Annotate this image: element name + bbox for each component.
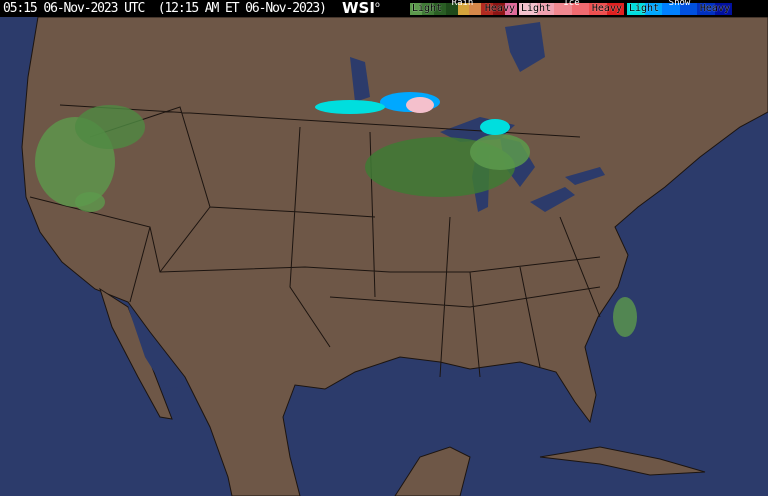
legend-snow: Snow Light Heavy	[627, 0, 732, 15]
legend-swatch	[662, 3, 680, 15]
gulf-of-california	[128, 307, 178, 389]
legend-swatch	[644, 3, 662, 15]
legend-swatch	[445, 3, 458, 15]
legend-title: Rain	[451, 0, 474, 8]
legend-swatch	[481, 3, 494, 15]
state-borders	[29, 104, 601, 378]
legend-swatch	[421, 3, 434, 15]
legend-swatch	[505, 3, 518, 15]
legend-swatch	[571, 3, 589, 15]
logo-text: WSI	[342, 0, 375, 17]
precipitation	[35, 92, 637, 337]
legend-swatch	[410, 3, 422, 15]
legend-light-label: Light	[629, 3, 660, 14]
legend-swatch	[714, 3, 732, 15]
legend-swatch	[433, 3, 446, 15]
legend-swatch	[697, 3, 715, 15]
legend-rain: Rain Light Heavy	[410, 0, 518, 15]
yucatan	[394, 446, 471, 496]
cuba	[539, 446, 706, 476]
legend-swatch	[457, 3, 470, 15]
legend-swatch	[606, 3, 624, 15]
legend-heavy-label: Heavy	[699, 3, 730, 14]
legend-swatch	[493, 3, 506, 15]
legend-title: Snow	[668, 0, 691, 8]
timestamp: 05:15 06-Nov-2023 UTC (12:15 AM ET 06-No…	[3, 1, 327, 16]
wsi-logo: WSIo	[342, 0, 380, 17]
legend-title: Ice	[563, 0, 580, 8]
legend-swatch	[519, 3, 537, 15]
legend-swatch	[536, 3, 554, 15]
legend-swatch	[469, 3, 482, 15]
legend-swatch	[554, 3, 572, 15]
header-bar: 05:15 06-Nov-2023 UTC (12:15 AM ET 06-No…	[0, 0, 768, 17]
legend-swatch	[627, 3, 645, 15]
legend-swatch	[589, 3, 607, 15]
legend-heavy-label: Heavy	[591, 3, 622, 14]
legend-ice: Ice Light Heavy	[519, 0, 624, 15]
legend-light-label: Light	[521, 3, 552, 14]
legend-heavy-label: Heavy	[484, 3, 515, 14]
radar-map	[0, 17, 768, 496]
legend-swatch	[679, 3, 697, 15]
legend-light-label: Light	[412, 3, 443, 14]
